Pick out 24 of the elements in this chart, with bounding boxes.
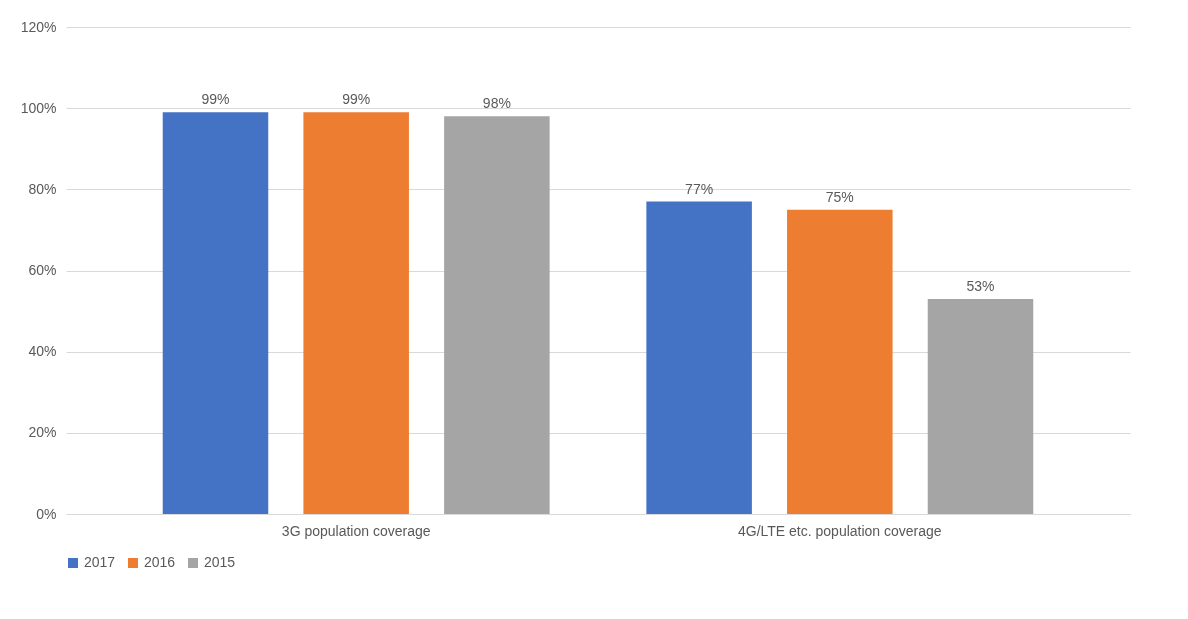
data-label: 77% <box>685 180 714 197</box>
data-label: 99% <box>342 91 371 108</box>
y-tick-label: 100% <box>20 99 57 116</box>
bar <box>927 298 1034 514</box>
data-label: 99% <box>201 91 230 108</box>
y-tick-label: 120% <box>20 18 57 35</box>
y-tick-label: 40% <box>28 343 57 360</box>
bar <box>162 112 269 514</box>
bar <box>787 209 893 514</box>
y-tick-label: 80% <box>28 180 57 197</box>
bar <box>303 112 409 514</box>
x-tick-label: 3G population coverage <box>281 522 431 539</box>
y-tick-label: 20% <box>28 424 57 441</box>
legend-label: 2016 <box>144 554 176 570</box>
bar <box>444 116 550 514</box>
x-tick-label: 4G/LTE etc. population coverage <box>737 522 942 539</box>
y-tick-label: 0% <box>36 505 57 522</box>
data-label: 75% <box>825 188 854 205</box>
legend-label: 2017 <box>84 554 116 570</box>
data-label: 98% <box>482 95 511 112</box>
legend-label: 2015 <box>204 554 236 570</box>
y-tick-label: 60% <box>28 262 57 278</box>
bar <box>646 201 752 514</box>
data-label: 53% <box>966 277 995 294</box>
